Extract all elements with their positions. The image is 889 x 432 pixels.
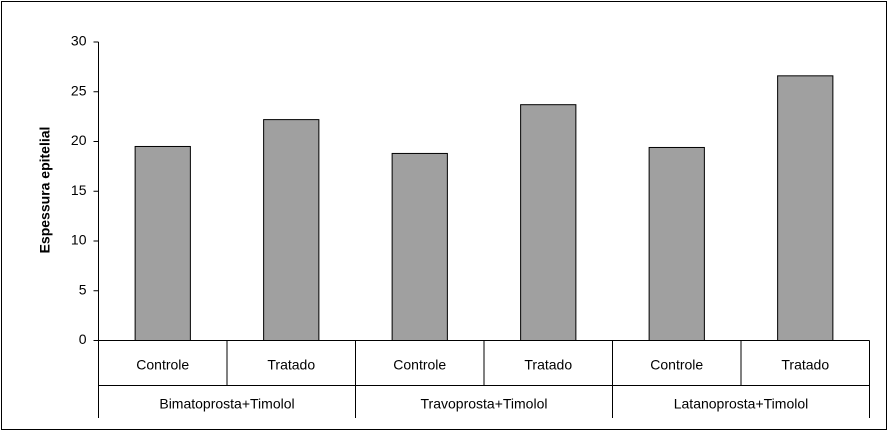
bar (391, 152, 448, 341)
bar (520, 104, 577, 341)
y-tick-label: 20 (71, 132, 87, 148)
x-tick-label: Tratado (267, 357, 315, 373)
bar (263, 119, 320, 341)
y-tick-label: 5 (79, 281, 87, 297)
x-tick-label: Tratado (781, 357, 829, 373)
group-label: Travoprosta+Timolol (421, 396, 548, 412)
y-tick-label: 25 (71, 82, 87, 98)
x-tick-label: Tratado (524, 357, 572, 373)
x-tick-label: Controle (393, 357, 446, 373)
y-tick-label: 10 (71, 232, 87, 248)
y-axis-label: Espessura epitelial (37, 127, 53, 254)
group-label: Bimatoprosta+Timolol (159, 396, 294, 412)
bar (777, 75, 834, 342)
x-tick-label: Controle (650, 357, 703, 373)
y-tick-label: 15 (71, 182, 87, 198)
bar (648, 146, 705, 341)
x-tick-label: Controle (136, 357, 189, 373)
group-label: Latanoprosta+Timolol (674, 396, 809, 412)
y-tick-label: 30 (71, 33, 87, 49)
y-tick-label: 0 (79, 331, 87, 347)
bar (134, 145, 191, 341)
